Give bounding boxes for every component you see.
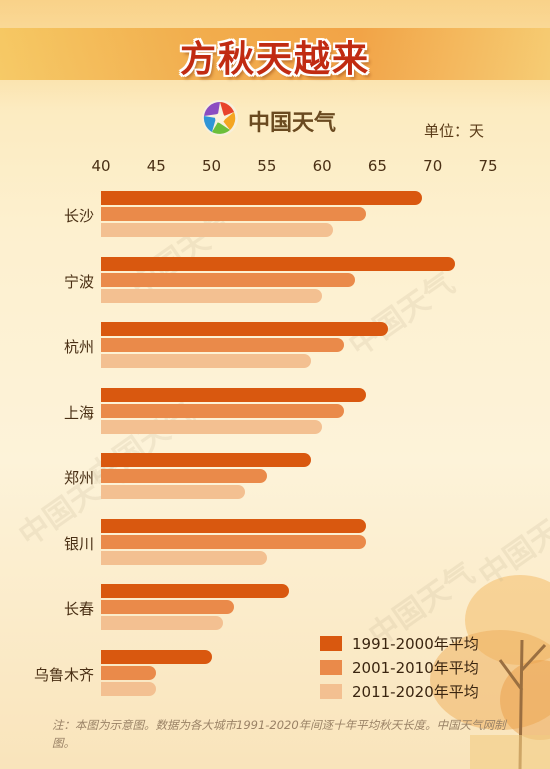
bar [101, 387, 367, 402]
x-tick-label: 65 [367, 157, 387, 175]
bar [101, 419, 323, 434]
bar [101, 207, 367, 221]
bar [101, 518, 367, 533]
legend-label: 2011-2020年平均 [352, 683, 479, 701]
x-tick-label: 40 [91, 157, 111, 175]
category-label: 长春 [63, 600, 94, 618]
bar [101, 403, 345, 418]
chart-title: 方秋天越来 [179, 39, 370, 80]
legend-swatch [320, 636, 342, 651]
bar [101, 616, 223, 630]
legend-swatch [320, 660, 342, 675]
bar [101, 584, 289, 598]
category-label: 郑州 [63, 469, 94, 487]
brand-name: 中国天气 [248, 111, 337, 136]
legend-label: 2001-2010年平均 [352, 659, 479, 677]
bar [101, 550, 267, 565]
x-tick-label: 55 [257, 157, 277, 175]
bar [101, 223, 334, 237]
bar [101, 485, 245, 499]
category-label: 长沙 [63, 207, 94, 225]
bar [101, 665, 157, 680]
bar [101, 453, 312, 467]
bar [101, 649, 212, 664]
category-label: 杭州 [63, 338, 94, 356]
x-tick-label: 60 [312, 157, 332, 175]
bar [101, 191, 422, 205]
bar [101, 272, 356, 287]
category-label: 上海 [63, 403, 94, 422]
x-tick-label: 50 [202, 157, 222, 175]
legend-swatch [320, 684, 342, 699]
category-label: 宁波 [63, 272, 94, 291]
x-tick-label: 75 [478, 157, 498, 175]
bar [101, 681, 157, 696]
category-label: 银川 [63, 534, 94, 553]
bar [101, 469, 267, 483]
title-banner [0, 28, 550, 80]
x-tick-label: 70 [423, 157, 443, 175]
bar [101, 354, 312, 368]
autumn-tree-decoration [430, 575, 550, 769]
legend-label: 1991-2000年平均 [352, 635, 479, 653]
unit-label: 单位：天 [424, 122, 485, 140]
brand-logo-icon [202, 100, 238, 136]
footnote: 注：本图为示意图。数据为各大城市1991-2020年间逐十年平均秋天长度。中国天… [52, 718, 506, 750]
bar [101, 322, 389, 336]
bar [101, 600, 234, 614]
bar [101, 534, 367, 549]
x-tick-label: 45 [146, 157, 166, 175]
bar [101, 288, 323, 303]
bar [101, 256, 455, 271]
category-label: 乌鲁木齐 [33, 665, 94, 684]
bar [101, 338, 345, 352]
